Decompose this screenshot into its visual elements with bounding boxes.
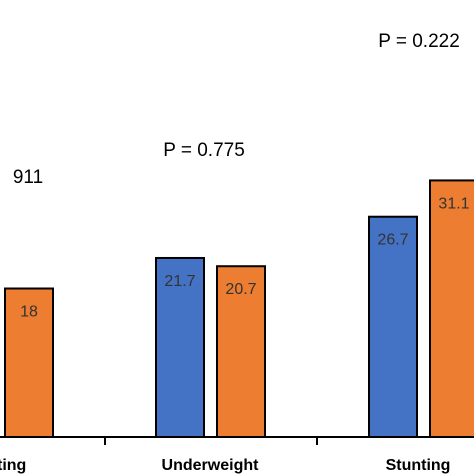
category-label-underweight: Underweight <box>162 457 260 474</box>
category-label-stunting: Stunting <box>386 457 451 474</box>
data-label: 18 <box>20 304 38 321</box>
bar-stunting-blue <box>368 215 418 438</box>
p-value-label: P = 0.775 <box>163 140 245 161</box>
p-value-label: 911 <box>13 167 43 188</box>
bar-stunting-orange <box>429 179 474 439</box>
data-label: 26.7 <box>377 232 408 249</box>
category-label-wasting: ting <box>0 457 26 474</box>
data-label: 31.1 <box>438 195 469 212</box>
data-label: 20.7 <box>225 281 256 298</box>
p-value-label: P = 0.222 <box>378 31 460 52</box>
bar-underweight-blue <box>155 256 205 438</box>
bar-wasting-orange <box>4 287 54 438</box>
data-label: 21.7 <box>164 273 195 290</box>
